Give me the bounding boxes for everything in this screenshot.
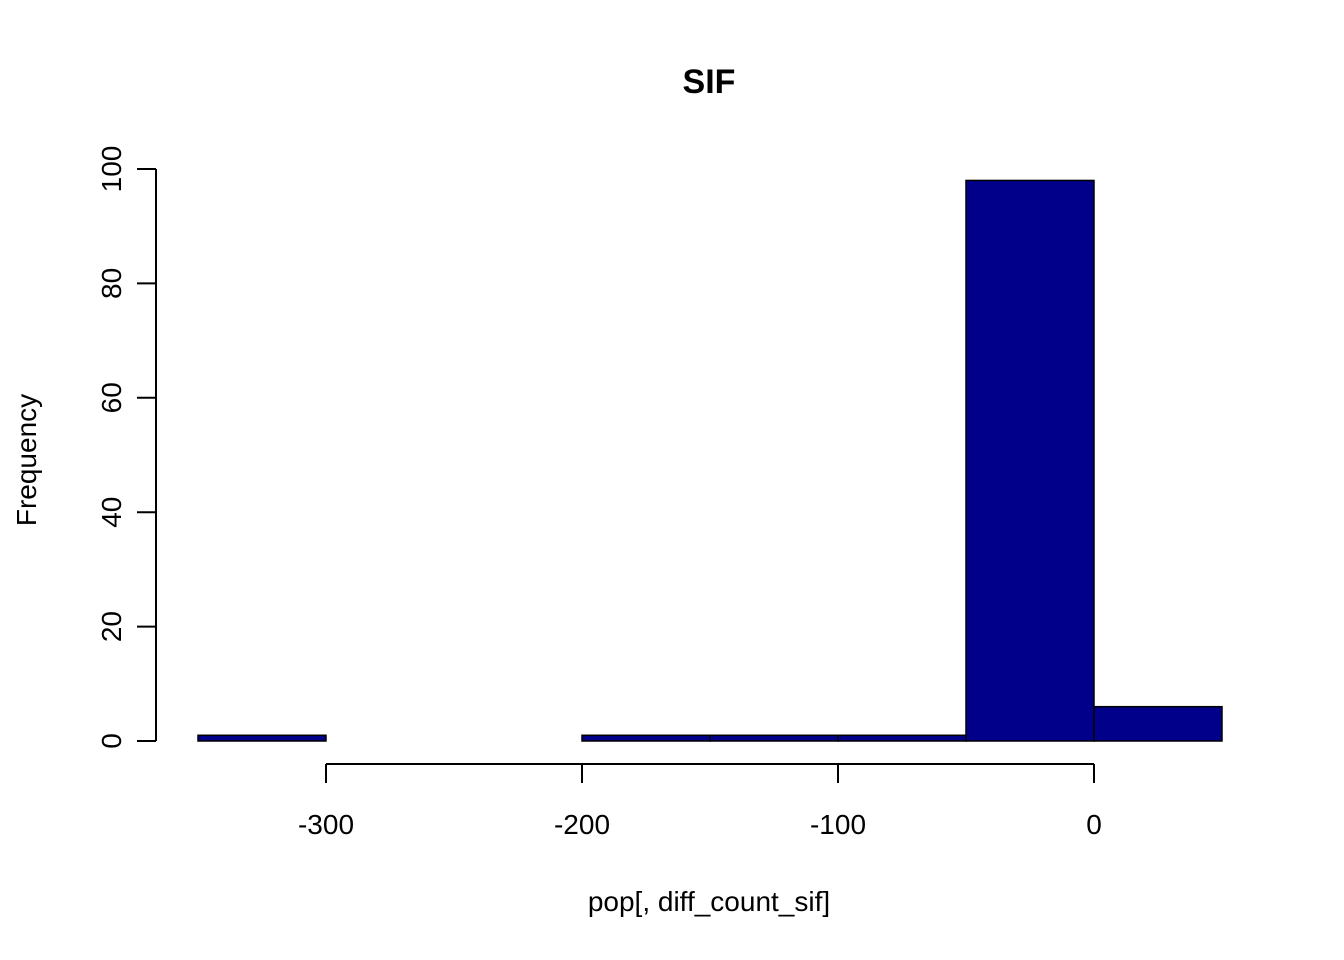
histogram-bar bbox=[581, 734, 711, 742]
y-tick-label: 0 bbox=[96, 733, 127, 749]
x-tick-label: 0 bbox=[1086, 809, 1102, 840]
x-axis: -300 -200 -100 0 bbox=[298, 763, 1102, 840]
histogram-bar bbox=[197, 734, 327, 742]
x-axis-label: pop[, diff_count_sif] bbox=[588, 886, 830, 917]
histogram-bar bbox=[1093, 705, 1223, 742]
bars-group bbox=[197, 179, 1223, 742]
y-tick-label: 60 bbox=[96, 382, 127, 413]
y-tick-label: 20 bbox=[96, 611, 127, 642]
y-tick-label: 80 bbox=[96, 268, 127, 299]
y-tick-label: 40 bbox=[96, 497, 127, 528]
x-tick-label: -100 bbox=[810, 809, 866, 840]
chart-title: SIF bbox=[683, 63, 736, 101]
y-axis-label: Frequency bbox=[11, 394, 42, 526]
histogram-bar bbox=[837, 734, 967, 742]
x-tick-label: -300 bbox=[298, 809, 354, 840]
histogram-bar bbox=[709, 734, 839, 742]
histogram-bar bbox=[965, 179, 1095, 742]
y-tick-label: 100 bbox=[96, 146, 127, 193]
x-tick-label: -200 bbox=[554, 809, 610, 840]
y-axis: 0 20 40 60 80 100 bbox=[96, 146, 157, 749]
